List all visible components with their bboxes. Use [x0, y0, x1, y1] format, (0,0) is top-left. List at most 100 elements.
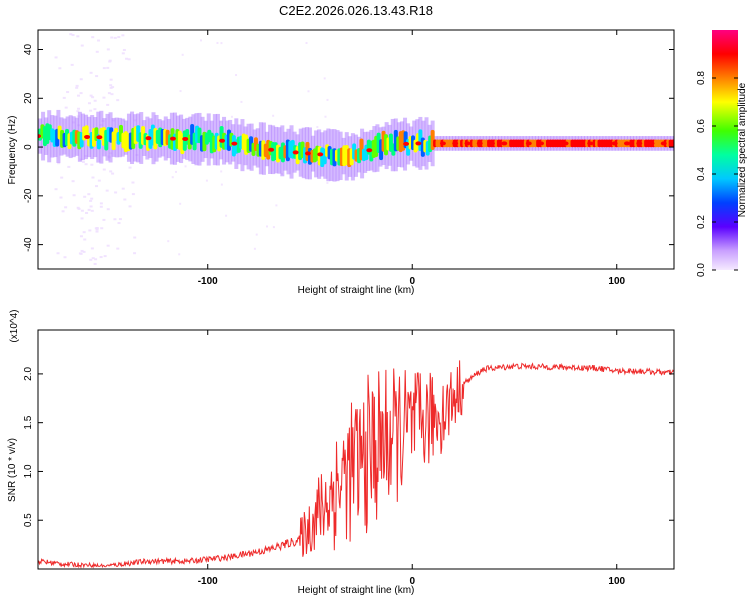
spectrogram-peak — [562, 141, 569, 146]
spectrogram-noise — [82, 231, 86, 234]
y-tick-label: 0 — [23, 144, 34, 150]
spectrogram-noise — [106, 103, 110, 106]
spectrogram-noise — [181, 53, 184, 56]
spectrogram-peak — [169, 136, 176, 141]
spectrogram-noise — [63, 256, 67, 259]
spectrogram-noise — [103, 255, 107, 258]
snr-frame — [37, 329, 675, 570]
spectrogram-noise — [87, 102, 91, 105]
spectrogram-noise — [178, 253, 181, 256]
spectrogram-noise — [220, 183, 223, 186]
spectrogram-noise — [122, 48, 126, 51]
spectrogram-noise — [76, 110, 80, 113]
spectrogram-noise — [275, 204, 278, 207]
spectrogram-noise — [72, 194, 76, 197]
spectrogram-peak — [403, 141, 410, 146]
spectrogram-noise — [131, 193, 135, 196]
spectrogram-peak — [84, 134, 91, 139]
spectrogram-noise — [59, 196, 63, 199]
spectrogram-peak — [464, 141, 471, 146]
spectrogram-peak — [317, 152, 324, 157]
spectrogram-noise — [75, 86, 79, 89]
spectrogram-noise — [225, 214, 228, 217]
snr-x-ticks: -100 0 100 — [198, 330, 626, 587]
spectrogram-noise — [179, 90, 182, 93]
spectrogram-peak — [488, 141, 495, 146]
spectrogram-noise — [57, 162, 61, 165]
spectrogram-noise — [79, 78, 83, 81]
spectrogram-noise — [93, 99, 97, 102]
spectrogram-noise — [220, 42, 223, 45]
spectrogram-noise — [174, 170, 177, 173]
spectrogram-noise — [128, 205, 132, 208]
spectrogram-noise — [114, 191, 118, 194]
x-tick-label: 0 — [409, 576, 415, 587]
spectrogram-noise — [88, 229, 92, 232]
y-tick-label: 20 — [23, 92, 34, 104]
spectrogram-noise — [90, 209, 94, 212]
spectrogram-peak — [145, 136, 152, 141]
spectrogram-peak — [611, 141, 618, 146]
spectrogram-peak — [182, 136, 189, 141]
spectrogram-noise — [83, 195, 87, 198]
spectrogram-noise — [93, 108, 97, 111]
spectrogram-noise — [75, 84, 79, 87]
spectrogram-noise — [82, 250, 86, 253]
spectrogram-noise — [89, 94, 93, 97]
spectrogram-peak — [38, 134, 41, 139]
spectrogram-noise — [99, 205, 103, 208]
x-tick-label: 0 — [409, 276, 415, 287]
spectrogram-noise — [205, 179, 208, 182]
spectrogram-noise — [64, 106, 68, 109]
spectrogram-noise — [100, 227, 104, 230]
spectrogram-noise — [99, 256, 103, 259]
spectrogram-noise — [87, 193, 91, 196]
colorbar-tick-label: 0.8 — [696, 71, 707, 85]
spectrogram-noise — [167, 240, 170, 243]
spectrogram-noise — [118, 218, 122, 221]
spectrogram-noise — [113, 36, 117, 39]
spectrogram-noise — [123, 198, 127, 201]
spectrogram-peak — [415, 141, 422, 146]
spectrogram-noise — [235, 74, 238, 77]
spectrogram-noise — [91, 257, 95, 260]
spectrogram-noise — [109, 84, 113, 87]
spectrogram-noise — [80, 209, 84, 212]
spectrogram-noise — [87, 208, 91, 211]
spectrogram-noise — [91, 96, 95, 99]
spectrogram-noise — [240, 100, 243, 103]
colorbar: 0.0 0.2 0.4 0.6 0.8 Normalized spectral ampl… — [696, 30, 748, 277]
spectrogram-noise — [80, 249, 84, 252]
spectrogram-noise — [116, 247, 120, 250]
spectrogram-noise — [60, 176, 64, 179]
chart-title: C2E2.2026.026.13.43.R18 — [279, 3, 433, 18]
spectrogram-frame — [37, 29, 675, 270]
spectrogram-noise — [54, 56, 58, 59]
spectrogram-noise — [106, 66, 110, 69]
spectrogram-noise — [84, 163, 88, 166]
colorbar-gradient — [712, 30, 738, 270]
spectrogram-noise — [109, 170, 113, 173]
spectrogram-noise — [56, 252, 60, 255]
x-tick-label: -100 — [198, 576, 218, 587]
spectrogram-noise — [66, 91, 70, 94]
y-tick-label: 0.5 — [23, 513, 34, 527]
spectrogram-noise — [90, 197, 94, 200]
spectrogram-noise — [220, 170, 223, 173]
spectrogram-panel: -100 0 100 -40 -20 0 20 40 Height of straight … — [7, 29, 675, 296]
spectrogram-peak — [501, 141, 508, 146]
spectrogram-noise — [64, 206, 68, 209]
spectrogram-noise — [95, 230, 99, 233]
spectrogram-noise — [99, 202, 103, 205]
spectrogram-noise — [307, 90, 310, 93]
spectrogram-noise — [272, 114, 275, 117]
spectrogram-noise — [79, 235, 83, 238]
spectrogram-noise — [117, 222, 121, 225]
spectrogram-noise — [199, 39, 202, 42]
spectrogram-y-label: Frequency (Hz) — [7, 116, 18, 185]
spectrogram-peak — [636, 141, 643, 146]
spectrogram-peak — [538, 141, 545, 146]
spectrogram-noise — [97, 39, 101, 42]
spectrogram-noise — [326, 98, 329, 101]
spectrogram-noise — [184, 165, 187, 168]
